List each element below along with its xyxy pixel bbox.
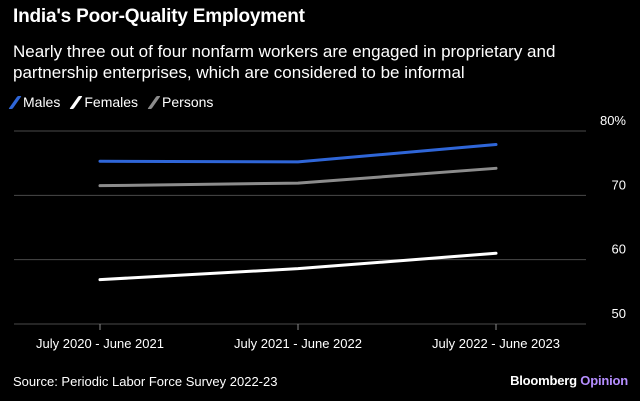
legend-item-males: Males <box>8 94 61 110</box>
y-tick-label: 80% <box>600 113 626 128</box>
chart-title: India's Poor-Quality Employment <box>13 6 305 27</box>
series-line-females <box>98 251 498 282</box>
brand-name: Bloomberg <box>510 373 577 388</box>
source-note: Source: Periodic Labor Force Survey 2022… <box>13 374 278 389</box>
x-tick-label: July 2020 - June 2021 <box>36 336 164 351</box>
legend-label-males: Males <box>23 94 61 110</box>
legend: Males Females Persons <box>8 94 214 110</box>
y-tick-label: 70 <box>612 177 626 192</box>
legend-label-females: Females <box>84 94 139 110</box>
x-tick-label: July 2021 - June 2022 <box>234 336 362 351</box>
legend-label-persons: Persons <box>162 94 214 110</box>
x-tick-label: July 2022 - June 2023 <box>432 336 560 351</box>
y-tick-label: 50 <box>612 306 626 321</box>
legend-item-persons: Persons <box>147 94 214 110</box>
legend-item-females: Females <box>69 94 139 110</box>
series-line-males <box>98 143 498 164</box>
y-tick-label: 60 <box>612 242 626 257</box>
brand-logo: Bloomberg Opinion <box>510 373 628 388</box>
brand-suffix: Opinion <box>580 373 628 388</box>
series-line-persons <box>98 166 498 188</box>
chart-subtitle: Nearly three out of four nonfarm workers… <box>13 42 556 82</box>
